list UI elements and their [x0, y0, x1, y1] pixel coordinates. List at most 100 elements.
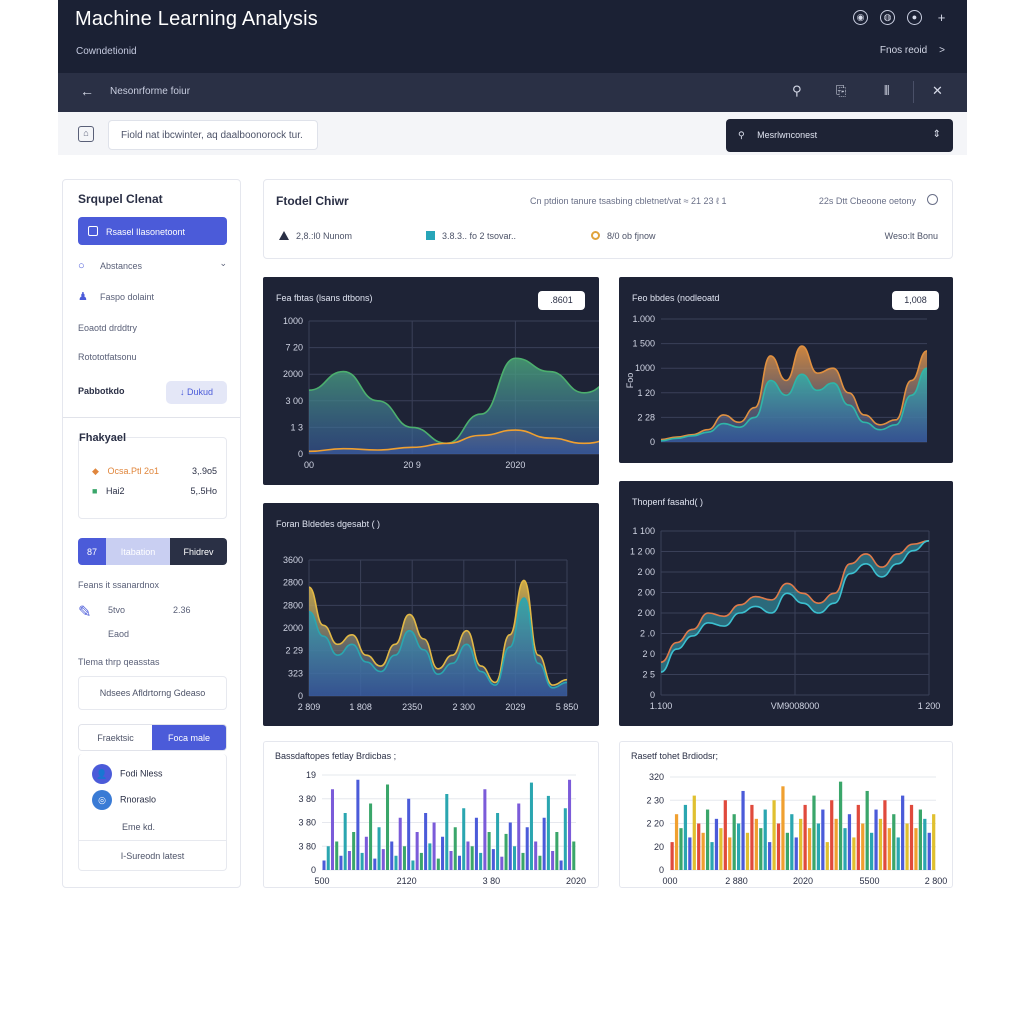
sidebar-item-abstances[interactable]: ○ Abstances ⌄: [78, 258, 227, 272]
summary-row-label: Ocsa.Ptl 2o1: [107, 466, 159, 476]
tab-fraektsic[interactable]: Fraektsic: [79, 725, 152, 750]
bar: [710, 842, 714, 870]
globe-icon[interactable]: ◍: [880, 10, 895, 25]
dropdown-label: Mesrlwnconest: [757, 130, 818, 140]
footer-link[interactable]: I-Sureodn latest: [120, 851, 185, 861]
bar: [692, 795, 696, 870]
header-right-label[interactable]: Weso:lt Bonu: [884, 231, 938, 241]
bar: [466, 841, 470, 870]
y-tick-label: 2 .0: [640, 629, 655, 639]
export-icon[interactable]: ⎘: [836, 83, 847, 98]
info-icon[interactable]: [927, 194, 938, 205]
bar: [436, 858, 440, 870]
series-line: [660, 367, 928, 442]
bar: [892, 814, 896, 870]
y-tick-label: 0: [311, 865, 316, 875]
series-line: [308, 597, 568, 689]
triangle-icon: [279, 231, 289, 240]
filter-box[interactable]: Ndsees Afldrtorng Gdeaso: [78, 676, 227, 710]
bar: [517, 803, 521, 870]
tab-fhidrev[interactable]: Fhidrev: [170, 538, 227, 565]
x-tick-label: 2029: [505, 702, 525, 712]
bar: [559, 860, 563, 870]
back-arrow-icon[interactable]: ←: [80, 83, 94, 99]
y-tick-label: 20: [654, 842, 664, 852]
chart-badge[interactable]: 1,008: [892, 291, 939, 310]
pen-icon[interactable]: ✎: [78, 604, 92, 621]
user-icon[interactable]: ●: [907, 10, 922, 25]
segmented-control: 87 Itabation Fhidrev: [78, 538, 227, 565]
chart-title: Rasetf tohet Brdiodsr;: [631, 751, 719, 761]
chart-icon[interactable]: ⫴: [884, 83, 890, 98]
x-tick-label: 2 800: [925, 876, 948, 886]
search-icon[interactable]: ⚲: [792, 83, 802, 98]
summary-row-value: 3,.9o5: [191, 466, 217, 476]
header-meta-right: 22s Dtt Cbeoone oetony: [818, 196, 916, 206]
download-button[interactable]: ↓ Dukud: [166, 381, 227, 404]
person-row[interactable]: 👤 Fodi Nless: [92, 764, 163, 784]
bar: [546, 795, 550, 870]
bar: [347, 851, 351, 870]
bar: [364, 836, 368, 870]
square-icon: [426, 231, 435, 240]
bar: [369, 803, 373, 870]
bar: [838, 781, 843, 870]
bar: [861, 823, 865, 870]
bar: [479, 852, 483, 870]
sidebar-item-faspo[interactable]: ♟ Faspo dolaint: [78, 290, 154, 303]
y-tick-label: 7 20: [285, 343, 303, 353]
header-meta: Cn ptdion tanure tsasbing cbletnet/vat ≈…: [530, 196, 727, 206]
primary-button-label: Rsasel Ilasonetoont: [106, 227, 186, 237]
bar: [914, 828, 918, 870]
bar: [491, 849, 495, 870]
bar: [701, 832, 705, 870]
y-tick-label: 0: [659, 865, 664, 875]
bar: [932, 814, 936, 870]
close-icon[interactable]: ✕: [932, 83, 943, 98]
x-tick-label: 1 200: [918, 701, 941, 711]
bar: [697, 823, 701, 870]
bar: [790, 814, 794, 870]
y-tick-label: 1 100: [632, 526, 655, 536]
bar: [449, 851, 453, 870]
sidebar-row-label: Pabbotkdo: [78, 386, 125, 396]
summary-card: Fhakyael ◆ Ocsa.Ptl 2o1 3,.9o5 ■ Hai2 5,…: [78, 432, 227, 519]
bar: [419, 852, 423, 870]
legend-label: 8/0 ob fjnow: [607, 231, 656, 241]
bar: [812, 795, 816, 870]
bar: [847, 814, 852, 870]
bar: [732, 814, 736, 870]
search-input[interactable]: Fiold nat ibcwinter, aq daalboonorock tu…: [108, 120, 318, 150]
primary-action-button[interactable]: Rsasel Ilasonetoont: [78, 217, 227, 245]
bar: [415, 832, 419, 870]
model-dropdown[interactable]: ⚲ Mesrlwnconest ⇕: [726, 119, 953, 152]
tab-itabation[interactable]: Itabation: [106, 538, 170, 565]
settings-icon[interactable]: ◉: [853, 10, 868, 25]
sidebar-divider: [63, 417, 240, 418]
sidebar-title: Srqupel Clenat: [78, 192, 163, 206]
person-row[interactable]: ◎ Rnoraslo: [92, 790, 156, 810]
tab-foca-male[interactable]: Foca male: [152, 725, 226, 750]
sidebar-item-eoaotd[interactable]: Eoaotd drddtry: [78, 323, 138, 333]
app-title: Machine Learning Analysis: [75, 8, 318, 30]
y-tick-label: 2800: [283, 600, 303, 610]
legend-item: 2,8.:l0 Nunom: [279, 231, 352, 241]
x-tick-label: 5500: [859, 876, 879, 886]
bar: [874, 809, 878, 870]
sidebar-item-rototo[interactable]: Rotototfatsonu: [78, 352, 137, 362]
segment-icon-tab[interactable]: 87: [78, 538, 106, 565]
bar: [772, 800, 776, 870]
add-icon[interactable]: +: [937, 10, 946, 25]
y-tick-label: 0: [298, 449, 303, 459]
breadcrumb[interactable]: Nesonrforme foiur: [110, 86, 191, 97]
bar: [330, 789, 334, 870]
summary-row: ◆ Ocsa.Ptl 2o1 3,.9o5: [92, 466, 217, 477]
x-tick-label: 2020: [505, 460, 525, 470]
bar: [411, 860, 415, 870]
chart-badge[interactable]: .8601: [538, 291, 585, 310]
home-icon[interactable]: ⌂: [78, 126, 94, 142]
top-bar: Machine Learning Analysis Cowndetionid ◉…: [58, 0, 967, 73]
topbar-link[interactable]: Fnos reoid >: [880, 45, 945, 56]
